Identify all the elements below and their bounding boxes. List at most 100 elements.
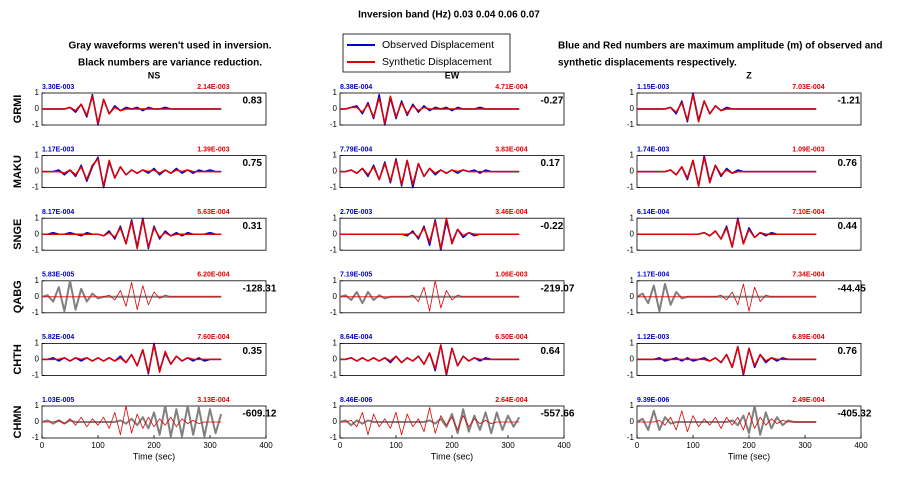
observed-amplitude: 8.38E-004 — [340, 84, 372, 91]
x-tick-label: 400 — [854, 441, 868, 450]
y-tick-label: 1 — [35, 276, 40, 285]
y-tick-label: 0 — [333, 417, 338, 426]
variance-reduction: 0.83 — [242, 96, 262, 107]
y-tick-label: 0 — [35, 292, 40, 301]
note: Blue and Red numbers are maximum amplitu… — [558, 41, 883, 52]
variance-reduction: -219.07 — [540, 283, 574, 294]
synthetic-amplitude: 6.89E-004 — [792, 334, 824, 341]
observed-amplitude: 7.19E-005 — [340, 272, 372, 279]
variance-reduction: 0.64 — [540, 346, 560, 357]
x-tick-label: 300 — [501, 441, 515, 450]
y-tick-label: 1 — [630, 213, 635, 222]
y-tick-label: -1 — [627, 308, 635, 317]
waveform — [340, 344, 520, 375]
panel-title: Z — [746, 70, 752, 80]
observed-amplitude: 1.17E-004 — [637, 272, 669, 279]
y-tick-label: 1 — [630, 276, 635, 285]
synthetic-amplitude: 7.60E-004 — [197, 334, 229, 341]
variance-reduction: -0.22 — [540, 221, 563, 232]
x-tick-label: 100 — [686, 441, 700, 450]
waveform — [637, 93, 817, 123]
y-tick-label: 1 — [333, 401, 338, 410]
x-tick-label: 200 — [147, 441, 161, 450]
synthetic-amplitude: 3.83E-004 — [495, 146, 527, 153]
observed-amplitude: 1.15E-003 — [637, 84, 669, 91]
y-tick-label: -1 — [330, 120, 338, 129]
waveform — [637, 283, 817, 312]
observed-amplitude: 1.03E-005 — [42, 397, 74, 404]
observed-amplitude: 7.79E-004 — [340, 146, 372, 153]
waveform — [339, 408, 521, 435]
waveform — [637, 156, 817, 187]
station-label: SNGE — [12, 219, 24, 250]
panel-title: NS — [148, 70, 161, 80]
x-tick-label: 0 — [40, 441, 45, 450]
variance-reduction: 0.31 — [242, 221, 262, 232]
y-tick-label: -1 — [32, 308, 40, 317]
y-tick-label: 1 — [630, 151, 635, 160]
waveform — [42, 95, 222, 125]
y-tick-label: -1 — [32, 183, 40, 192]
observed-amplitude: 8.17E-004 — [42, 209, 74, 216]
waveform — [637, 410, 817, 432]
station-label: GRMI — [12, 95, 24, 124]
variance-reduction: 0.76 — [837, 346, 857, 357]
waveform — [340, 280, 520, 312]
synthetic-amplitude: 7.10E-004 — [792, 209, 824, 216]
y-tick-label: 1 — [630, 401, 635, 410]
variance-reduction: 0.35 — [242, 346, 262, 357]
observed-amplitude: 2.70E-003 — [340, 209, 372, 216]
y-tick-label: -1 — [330, 433, 338, 442]
variance-reduction: -557.66 — [540, 409, 574, 420]
y-tick-label: -1 — [32, 120, 40, 129]
y-tick-label: 0 — [333, 355, 338, 364]
observed-amplitude: 8.64E-004 — [340, 334, 372, 341]
variance-reduction: 0.75 — [242, 158, 262, 169]
waveform — [340, 159, 520, 186]
waveform — [637, 219, 817, 248]
synthetic-amplitude: 1.06E-003 — [495, 272, 527, 279]
x-tick-label: 100 — [389, 441, 403, 450]
observed-amplitude: 8.46E-006 — [340, 397, 372, 404]
synthetic-amplitude: 5.63E-004 — [197, 209, 229, 216]
x-tick-label: 0 — [635, 441, 640, 450]
waveform — [42, 219, 222, 250]
y-tick-label: -1 — [32, 245, 40, 254]
figure-title: Inversion band (Hz) 0.03 0.04 0.06 0.07 — [358, 10, 540, 21]
y-tick-label: 1 — [333, 88, 338, 97]
observed-amplitude: 1.17E-003 — [42, 146, 74, 153]
x-axis-label: Time (sec) — [431, 451, 473, 461]
x-tick-label: 200 — [742, 441, 756, 450]
waveform — [340, 407, 520, 436]
y-tick-label: 0 — [630, 355, 635, 364]
x-tick-label: 0 — [338, 441, 343, 450]
variance-reduction: -405.32 — [837, 409, 871, 420]
y-tick-label: 1 — [630, 339, 635, 348]
y-tick-label: 0 — [35, 167, 40, 176]
y-tick-label: 0 — [630, 229, 635, 238]
synthetic-amplitude: 4.71E-004 — [495, 84, 527, 91]
y-tick-label: -1 — [330, 245, 338, 254]
y-tick-label: 1 — [333, 339, 338, 348]
waveform — [42, 282, 222, 310]
y-tick-label: 1 — [333, 151, 338, 160]
synthetic-amplitude: 2.64E-004 — [495, 397, 527, 404]
y-tick-label: 1 — [630, 88, 635, 97]
synthetic-amplitude: 1.39E-003 — [197, 146, 229, 153]
y-tick-label: 1 — [35, 88, 40, 97]
station-label: QABG — [12, 280, 24, 313]
y-tick-label: 0 — [35, 104, 40, 113]
x-axis-label: Time (sec) — [133, 451, 175, 461]
y-tick-label: 0 — [630, 292, 635, 301]
synthetic-amplitude: 2.49E-004 — [792, 397, 824, 404]
station-label: MAKU — [12, 155, 24, 188]
x-axis-label: Time (sec) — [728, 451, 770, 461]
variance-reduction: -1.21 — [837, 96, 860, 107]
observed-amplitude: 3.30E-003 — [42, 84, 74, 91]
x-tick-label: 200 — [445, 441, 459, 450]
waveform — [340, 217, 520, 250]
variance-reduction: 0.17 — [540, 158, 560, 169]
y-tick-label: -1 — [627, 433, 635, 442]
waveform — [340, 95, 520, 125]
